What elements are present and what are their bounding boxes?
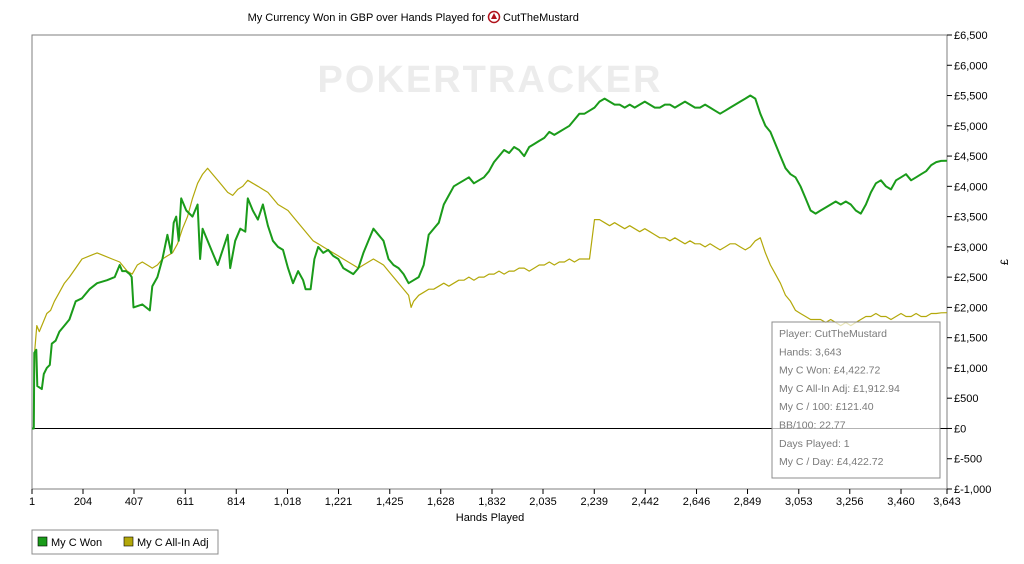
- y-tick-label: £3,500: [954, 212, 988, 224]
- x-tick-label: 2,849: [734, 496, 762, 508]
- y-tick-label: £1,000: [954, 363, 988, 375]
- y-tick-label: £1,500: [954, 333, 988, 345]
- legend: My C Won My C All-In Adj: [31, 529, 219, 555]
- y-tick-label: £3,000: [954, 242, 988, 254]
- poker-logo-icon: [487, 10, 501, 24]
- x-tick-label: 2,239: [580, 496, 608, 508]
- tooltip-line: Hands: 3,643: [779, 346, 842, 358]
- x-tick-label: 1,018: [274, 496, 302, 508]
- legend-label: My C All-In Adj: [137, 537, 209, 549]
- legend-swatch: [37, 536, 48, 547]
- chart-player-name: CutTheMustard: [503, 12, 579, 24]
- series-line-my-c-all-in-adj: [32, 167, 948, 430]
- y-tick-label: £2,000: [954, 302, 988, 314]
- x-tick-label: 204: [74, 496, 92, 508]
- tooltip-line: My C / Day: £4,422.72: [779, 456, 884, 468]
- x-tick-label: 1,221: [325, 496, 353, 508]
- y-tick-label: £-500: [954, 454, 982, 466]
- tooltip-line: My C / 100: £121.40: [779, 401, 874, 413]
- x-tick-label: 2,442: [632, 496, 660, 508]
- tooltip-line: My C All-In Adj: £1,912.94: [779, 383, 900, 395]
- x-tick-label: 3,256: [836, 496, 864, 508]
- x-axis-label: Hands Played: [456, 512, 525, 524]
- x-tick-label: 1,628: [427, 496, 455, 508]
- x-tick-label: 2,035: [529, 496, 557, 508]
- x-tick-label: 1: [29, 496, 35, 508]
- y-tick-label: £500: [954, 393, 978, 405]
- y-tick-label: £-1,000: [954, 484, 991, 496]
- tooltip-line: BB/100: 22.77: [779, 420, 846, 432]
- tooltip-line: My C Won: £4,422.72: [779, 365, 881, 377]
- plot-area: [31, 34, 948, 490]
- tooltip-line: Days Played: 1: [779, 438, 850, 450]
- x-axis: 1 204 407 611 814 1,018 1,221 1,425 1,628 1,832 2,…: [29, 489, 961, 508]
- y-axis-label: £: [999, 259, 1011, 265]
- legend-label: My C Won: [51, 537, 102, 549]
- y-axis: £-1,000 £-500 £0 £500 £1,000 £1,500 £2,000 £2,5…: [947, 30, 991, 496]
- x-tick-label: 407: [125, 496, 143, 508]
- tooltip-line: Player: CutTheMustard: [779, 328, 887, 340]
- x-tick-label: 3,460: [887, 496, 915, 508]
- x-tick-label: 814: [227, 496, 245, 508]
- x-tick-label: 1,425: [376, 496, 404, 508]
- chart-title: My Currency Won in GBP over Hands Played…: [248, 12, 486, 24]
- y-tick-label: £5,500: [954, 91, 988, 103]
- y-tick-label: £2,500: [954, 272, 988, 284]
- x-tick-label: 611: [176, 496, 194, 508]
- x-tick-label: 1,832: [478, 496, 506, 508]
- y-tick-label: £5,000: [954, 121, 988, 133]
- series-line-my-c-won: [32, 94, 948, 430]
- y-tick-label: £6,500: [954, 30, 988, 42]
- x-tick-label: 3,643: [933, 496, 961, 508]
- x-tick-label: 3,053: [785, 496, 813, 508]
- y-tick-label: £4,500: [954, 151, 988, 163]
- y-tick-label: £0: [954, 423, 966, 435]
- legend-swatch: [123, 536, 134, 547]
- series-group: [32, 94, 948, 430]
- tooltip-box: Player: CutTheMustard Hands: 3,643 My C Wo…: [771, 321, 941, 479]
- x-tick-label: 2,646: [683, 496, 711, 508]
- y-tick-label: £4,000: [954, 181, 988, 193]
- watermark-logo: POKERTRACKER: [318, 59, 663, 101]
- y-tick-label: £6,000: [954, 60, 988, 72]
